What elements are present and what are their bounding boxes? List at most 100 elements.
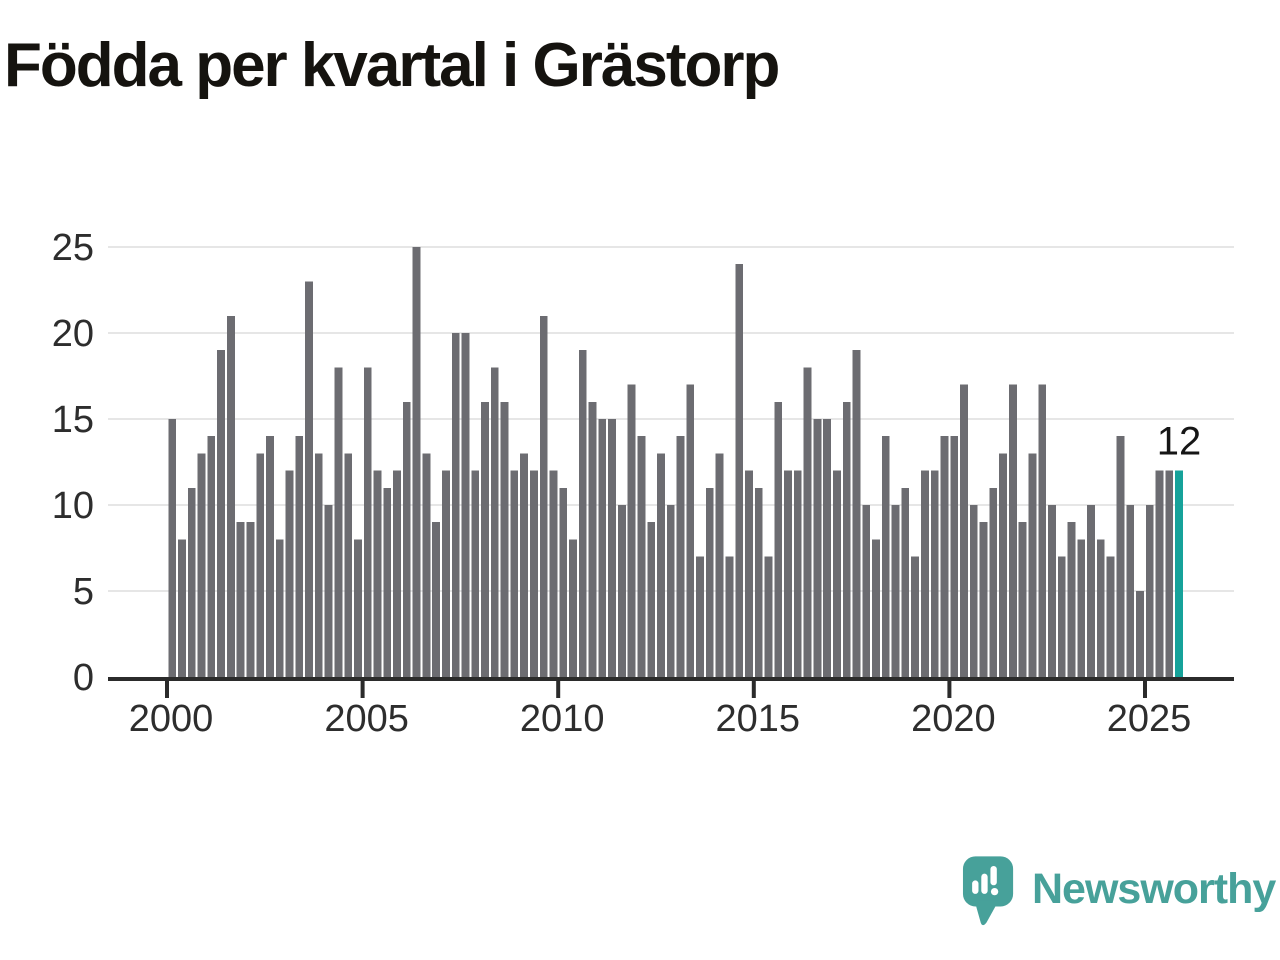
y-axis-tick-label: 15 [52, 399, 94, 441]
bar [197, 453, 206, 677]
bar [344, 453, 353, 677]
bar [1038, 384, 1047, 677]
bar [236, 522, 245, 677]
bar [608, 419, 616, 677]
bar [510, 470, 519, 677]
bar [373, 470, 382, 677]
bar [1096, 539, 1105, 677]
bar [539, 315, 548, 677]
bar [207, 436, 216, 677]
bar [471, 470, 480, 677]
bar [950, 436, 959, 677]
bar [588, 401, 597, 677]
bar [1136, 591, 1144, 677]
bar [217, 350, 225, 677]
bar [1008, 384, 1017, 677]
bar [999, 453, 1007, 677]
bar [412, 247, 421, 677]
x-axis-tick-label: 2005 [324, 698, 409, 740]
bar [920, 470, 929, 677]
bar [617, 505, 626, 677]
bar [383, 487, 392, 677]
bar [578, 350, 587, 677]
bar [481, 401, 489, 677]
bar [1155, 470, 1164, 677]
bar [637, 436, 646, 677]
y-axis-tick-label: 20 [52, 313, 94, 355]
bar [598, 419, 607, 677]
bar [354, 539, 362, 677]
bar [901, 487, 910, 677]
bar [833, 470, 841, 677]
bar [451, 333, 460, 677]
bar [559, 487, 568, 677]
bar [246, 522, 255, 677]
bar [784, 470, 792, 677]
bar [696, 556, 704, 677]
x-axis-tick-label: 2020 [911, 698, 996, 740]
bar [168, 419, 177, 677]
bar [745, 470, 753, 677]
bar [1165, 470, 1174, 677]
bar [529, 470, 538, 677]
bar [490, 367, 499, 677]
bar [969, 505, 978, 677]
bar [178, 539, 186, 677]
bar [940, 436, 949, 677]
bar [813, 419, 822, 677]
x-axis-tick-label: 2000 [129, 698, 214, 740]
bar [393, 470, 401, 677]
bar [676, 436, 685, 677]
bar [842, 401, 851, 677]
bar [686, 384, 695, 677]
y-axis-tick-label: 5 [73, 571, 94, 613]
bar [461, 333, 470, 677]
bar [295, 436, 304, 677]
bar [881, 436, 890, 677]
bar [442, 470, 450, 677]
bar [334, 367, 343, 677]
bar [705, 487, 714, 677]
bar [549, 470, 558, 677]
bar [862, 505, 871, 677]
bar [735, 264, 744, 677]
bar [1018, 522, 1027, 677]
bar [305, 281, 313, 677]
newsworthy-logo-icon [962, 856, 1014, 926]
bar [314, 453, 323, 677]
x-axis-tick-label: 2025 [1107, 698, 1192, 740]
y-axis-tick-label: 25 [52, 227, 94, 269]
bar [1067, 522, 1076, 677]
bar [363, 367, 372, 677]
bar [1116, 436, 1125, 677]
chart-title: Födda per kvartal i Grästorp [4, 31, 780, 100]
x-axis-tick-label: 2010 [520, 698, 605, 740]
highlight-bar [1175, 470, 1183, 677]
bar [764, 556, 773, 677]
latest-value-annotation: 12 [1157, 420, 1202, 464]
bar [627, 384, 636, 677]
bar [432, 522, 441, 677]
y-axis-tick-label: 10 [52, 485, 94, 527]
bar [657, 453, 665, 677]
bar [911, 556, 919, 677]
bar [725, 556, 734, 677]
bar [754, 487, 763, 677]
bar [989, 487, 998, 677]
newsworthy-branding: Newsworthy [962, 854, 1276, 930]
bar [930, 470, 939, 677]
x-axis-tick-label: 2015 [716, 698, 801, 740]
bar [891, 505, 900, 677]
bar [275, 539, 284, 677]
y-axis-tick-label: 0 [73, 657, 94, 699]
bar [324, 505, 333, 677]
bar [1145, 505, 1154, 677]
bar [1087, 505, 1095, 677]
bar [1057, 556, 1066, 677]
bar [823, 419, 832, 677]
bar [187, 487, 196, 677]
bar [666, 505, 675, 677]
bar [852, 350, 861, 677]
